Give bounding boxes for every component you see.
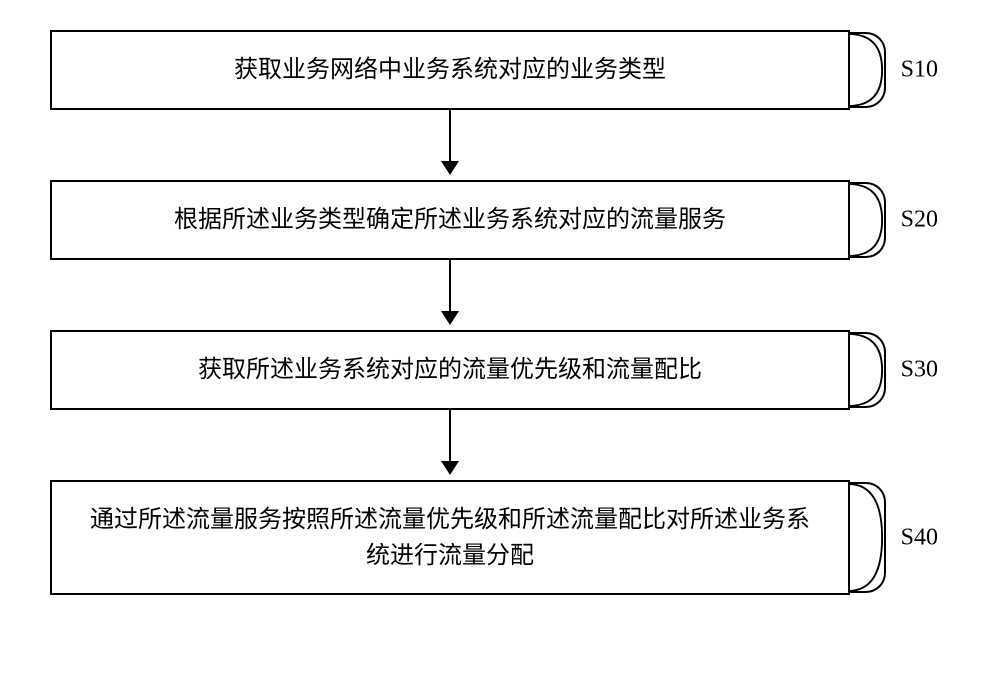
arrow-line-icon — [449, 110, 451, 165]
arrow-head-icon — [441, 461, 459, 475]
arrow-line-icon — [449, 260, 451, 315]
flowchart-container: 获取业务网络中业务系统对应的业务类型 S10 根据所述业务类型确定所述业务系统对… — [50, 30, 950, 595]
step-2-text: 根据所述业务类型确定所述业务系统对应的流量服务 — [174, 202, 726, 238]
connector-curve-icon — [848, 482, 886, 593]
flowchart-step-1: 获取业务网络中业务系统对应的业务类型 S10 — [50, 30, 850, 110]
step-2-label: S20 — [901, 207, 938, 234]
connector-curve-icon — [848, 182, 886, 258]
step-1-label: S10 — [901, 57, 938, 84]
connector-curve-icon — [848, 332, 886, 408]
step-4-label: S40 — [901, 524, 938, 551]
flowchart-step-3: 获取所述业务系统对应的流量优先级和流量配比 S30 — [50, 330, 850, 410]
connector-curve-icon — [848, 32, 886, 108]
arrow-head-icon — [441, 311, 459, 325]
step-4-text: 通过所述流量服务按照所述流量优先级和所述流量配比对所述业务系统进行流量分配 — [82, 502, 818, 574]
arrow-3 — [50, 410, 850, 480]
step-3-text: 获取所述业务系统对应的流量优先级和流量配比 — [198, 352, 702, 388]
step-1-text: 获取业务网络中业务系统对应的业务类型 — [234, 52, 666, 88]
flowchart-step-4: 通过所述流量服务按照所述流量优先级和所述流量配比对所述业务系统进行流量分配 S4… — [50, 480, 850, 595]
step-3-label: S30 — [901, 357, 938, 384]
arrow-1 — [50, 110, 850, 180]
arrow-line-icon — [449, 410, 451, 465]
arrow-2 — [50, 260, 850, 330]
arrow-head-icon — [441, 161, 459, 175]
flowchart-step-2: 根据所述业务类型确定所述业务系统对应的流量服务 S20 — [50, 180, 850, 260]
